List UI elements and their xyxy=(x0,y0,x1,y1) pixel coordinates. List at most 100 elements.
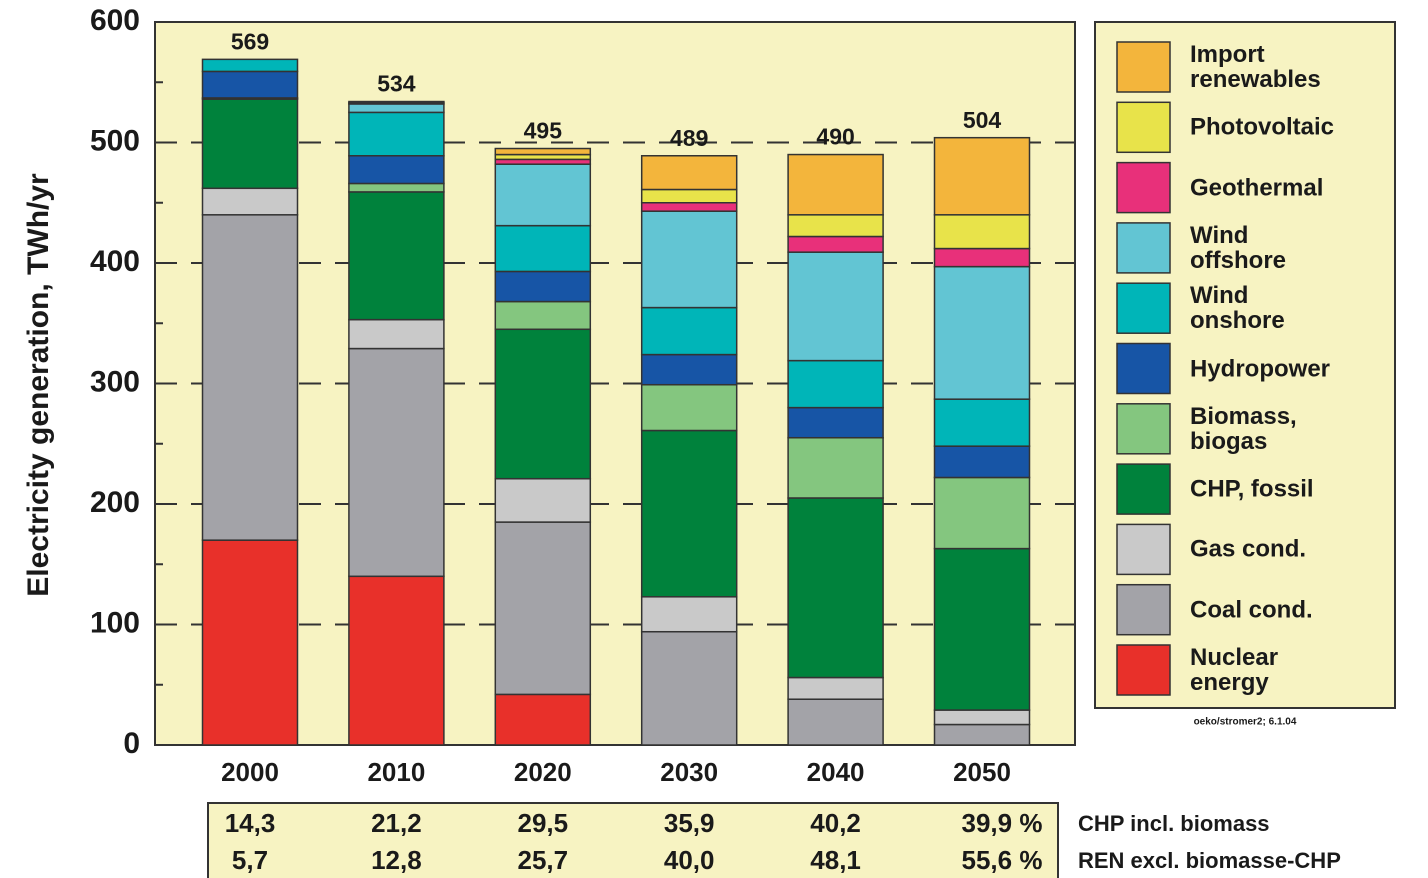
bar-segment xyxy=(201,58,299,73)
bar-segment xyxy=(933,547,1031,711)
legend-label: Coal cond. xyxy=(1190,596,1313,624)
credit: oeko/stromer2; 6.1.04 xyxy=(1194,717,1297,728)
table-cell: 40,2 xyxy=(810,808,861,838)
legend-label: Wind onshore xyxy=(1190,282,1285,335)
y-tick-label: 0 xyxy=(123,727,140,760)
legend-label: CHP, fossil xyxy=(1190,475,1314,503)
table-box xyxy=(207,802,1059,878)
legend-swatch xyxy=(1116,583,1171,636)
legend-swatch xyxy=(1116,222,1171,274)
bar-segment xyxy=(494,163,592,227)
bar-segment xyxy=(640,202,738,212)
bar-segment xyxy=(494,521,592,696)
bar-segment xyxy=(933,398,1031,447)
bar-segment xyxy=(640,383,738,432)
bar-segment xyxy=(933,247,1031,268)
x-tick-label: 2050 xyxy=(953,757,1011,787)
table-cell: 12,8 xyxy=(371,845,422,875)
bar-segment xyxy=(787,251,884,362)
bar-segment xyxy=(787,153,884,216)
bar-segment xyxy=(933,709,1031,726)
bar-segment xyxy=(787,676,884,700)
legend-swatch xyxy=(1116,523,1171,576)
bar-segment xyxy=(640,306,738,356)
legend-label: Photovoltaic xyxy=(1190,113,1335,141)
table-cell: 39,9 % xyxy=(962,808,1043,838)
x-tick-label: 2010 xyxy=(367,757,425,787)
total-label: 534 xyxy=(377,71,416,97)
bar-segment xyxy=(494,328,592,480)
y-tick-label: 500 xyxy=(90,124,140,157)
legend-label: Nuclear energy xyxy=(1190,644,1279,696)
legend-label: Biomass, biogas xyxy=(1190,402,1297,455)
table-cell: 29,5 xyxy=(517,808,568,838)
y-tick-label: 100 xyxy=(90,606,140,639)
bar-segment xyxy=(201,70,299,99)
legend-swatch xyxy=(1116,161,1171,214)
table-cell: 25,7 xyxy=(517,845,568,875)
legend-swatch xyxy=(1116,644,1171,696)
bar-segment xyxy=(933,136,1031,216)
legend-swatch xyxy=(1116,342,1171,395)
bar-segment xyxy=(201,539,299,746)
x-tick-label: 2040 xyxy=(807,757,865,787)
table-row-label: CHP incl. biomass xyxy=(1078,811,1270,836)
bar-segment xyxy=(201,214,299,541)
bar-segment xyxy=(787,235,884,253)
bar-segment xyxy=(494,693,592,746)
bar-segment xyxy=(640,596,738,633)
bar-segment xyxy=(640,155,738,191)
bar-segment xyxy=(348,347,445,578)
bar-segment xyxy=(933,723,1031,746)
bar-segment xyxy=(787,497,884,679)
y-tick-label: 400 xyxy=(90,245,140,278)
legend-label: Geothermal xyxy=(1190,174,1324,202)
bar-segment xyxy=(348,103,445,114)
x-tick-label: 2020 xyxy=(514,757,572,787)
bar-segment xyxy=(348,100,445,104)
bar-segment xyxy=(787,214,884,238)
bar-segment xyxy=(201,187,299,216)
bar-segment xyxy=(348,111,445,157)
bar-segment xyxy=(348,182,445,193)
legend-swatch xyxy=(1116,282,1171,334)
legend-label: Hydropower xyxy=(1190,355,1331,382)
bar-segment xyxy=(933,265,1031,400)
y-tick-label: 300 xyxy=(90,365,140,398)
bar-segment xyxy=(933,476,1031,550)
bar-segment xyxy=(640,353,738,386)
table-cell: 21,2 xyxy=(371,808,422,838)
bar-segment xyxy=(494,270,592,303)
legend-label: Wind offshore xyxy=(1190,221,1286,274)
bar-segment xyxy=(640,429,738,598)
bar-segment xyxy=(348,191,445,321)
total-label: 504 xyxy=(963,107,1002,133)
bar-segment xyxy=(494,477,592,523)
total-label: 490 xyxy=(816,124,854,150)
x-tick-label: 2000 xyxy=(221,757,279,787)
total-label: 495 xyxy=(524,118,563,144)
bar-segment xyxy=(348,155,445,185)
table-cell: 40,0 xyxy=(664,845,715,875)
y-tick-label: 600 xyxy=(90,4,140,37)
y-tick-label: 200 xyxy=(90,486,140,519)
legend-label: Import renewables xyxy=(1190,41,1321,93)
table-cell: 55,6 % xyxy=(962,845,1043,875)
table-cell: 5,7 xyxy=(232,845,268,875)
legend-swatch xyxy=(1116,403,1171,455)
bar-segment xyxy=(494,224,592,273)
x-tick-label: 2030 xyxy=(660,757,718,787)
bar-segment xyxy=(640,188,738,204)
total-label: 569 xyxy=(231,28,269,54)
y-axis-title: Electricity generation, TWh/yr xyxy=(22,173,55,597)
bar-segment xyxy=(494,147,592,156)
bar-segment xyxy=(640,630,738,746)
bar-segment xyxy=(933,214,1031,250)
bar-segment xyxy=(787,436,884,499)
legend-swatch xyxy=(1116,463,1171,515)
bar-segment xyxy=(787,406,884,439)
legend-swatch xyxy=(1116,101,1171,154)
